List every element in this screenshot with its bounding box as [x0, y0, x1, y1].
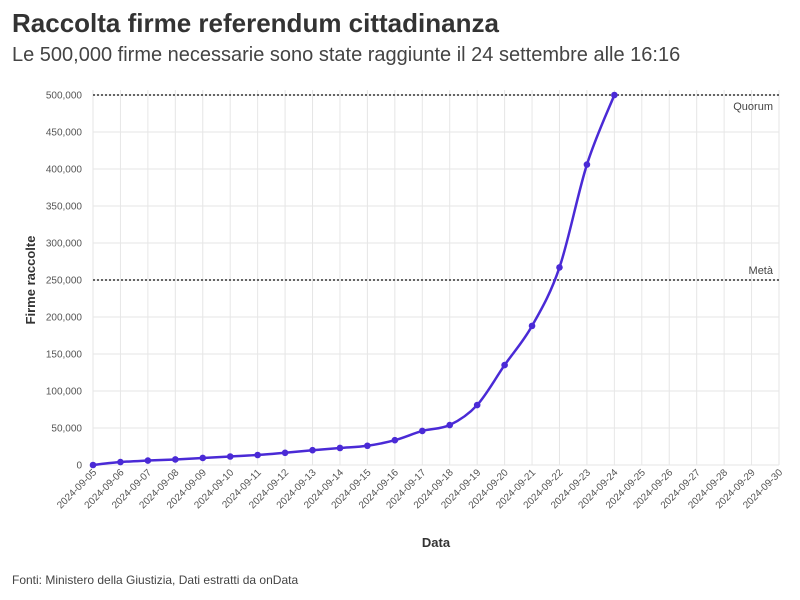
reference-line-label: Metà [749, 265, 774, 277]
reference-line: Metà [93, 265, 779, 281]
reference-line-label: Quorum [733, 101, 773, 113]
y-tick-label: 250,000 [46, 276, 83, 287]
y-tick-label: 100,000 [46, 387, 83, 398]
y-tick-label: 300,000 [46, 239, 83, 250]
data-point [391, 436, 399, 444]
data-point [364, 442, 371, 450]
y-tick-label: 350,000 [46, 202, 83, 213]
data-point [418, 427, 426, 435]
data-point [172, 456, 179, 463]
data-point [117, 458, 124, 466]
data-point [281, 449, 289, 457]
y-axis: 0 50,000 100,000 150,000 200,000 250,000 300,0… [46, 91, 83, 472]
x-axis-title: Data [422, 535, 451, 550]
data-point [528, 322, 536, 330]
data-point [336, 444, 344, 452]
series-line [91, 93, 616, 467]
data-point [199, 454, 207, 462]
data-point [226, 453, 234, 460]
data-point [473, 401, 481, 409]
data-point [309, 446, 316, 454]
gridlines [92, 90, 780, 466]
data-point [446, 421, 454, 429]
data-point [583, 161, 591, 168]
data-point [254, 451, 261, 459]
y-tick-label: 150,000 [46, 350, 83, 361]
data-point [144, 457, 152, 464]
y-tick-label: 500,000 [46, 91, 83, 102]
y-tick-label: 400,000 [46, 165, 83, 176]
y-tick-label: 0 [76, 461, 82, 472]
x-axis: 2024-09-052024-09-062024-09-072024-09-08… [55, 467, 785, 511]
chart-subtitle: Le 500,000 firme necessarie sono state r… [12, 44, 681, 66]
chart-title: Raccolta firme referendum cittadinanza [12, 8, 499, 38]
y-tick-label: 200,000 [46, 313, 83, 324]
y-axis-title: Firme raccolte [23, 236, 38, 325]
data-point [611, 91, 618, 99]
y-tick-label: 450,000 [46, 128, 83, 139]
y-tick-label: 50,000 [51, 424, 82, 435]
data-point [556, 264, 563, 271]
data-point [89, 461, 97, 469]
series-points [89, 91, 618, 469]
reference-line: Quorum [93, 94, 779, 113]
data-point [501, 361, 508, 369]
source-note: Fonti: Ministero della Giustizia, Dati e… [12, 573, 299, 587]
